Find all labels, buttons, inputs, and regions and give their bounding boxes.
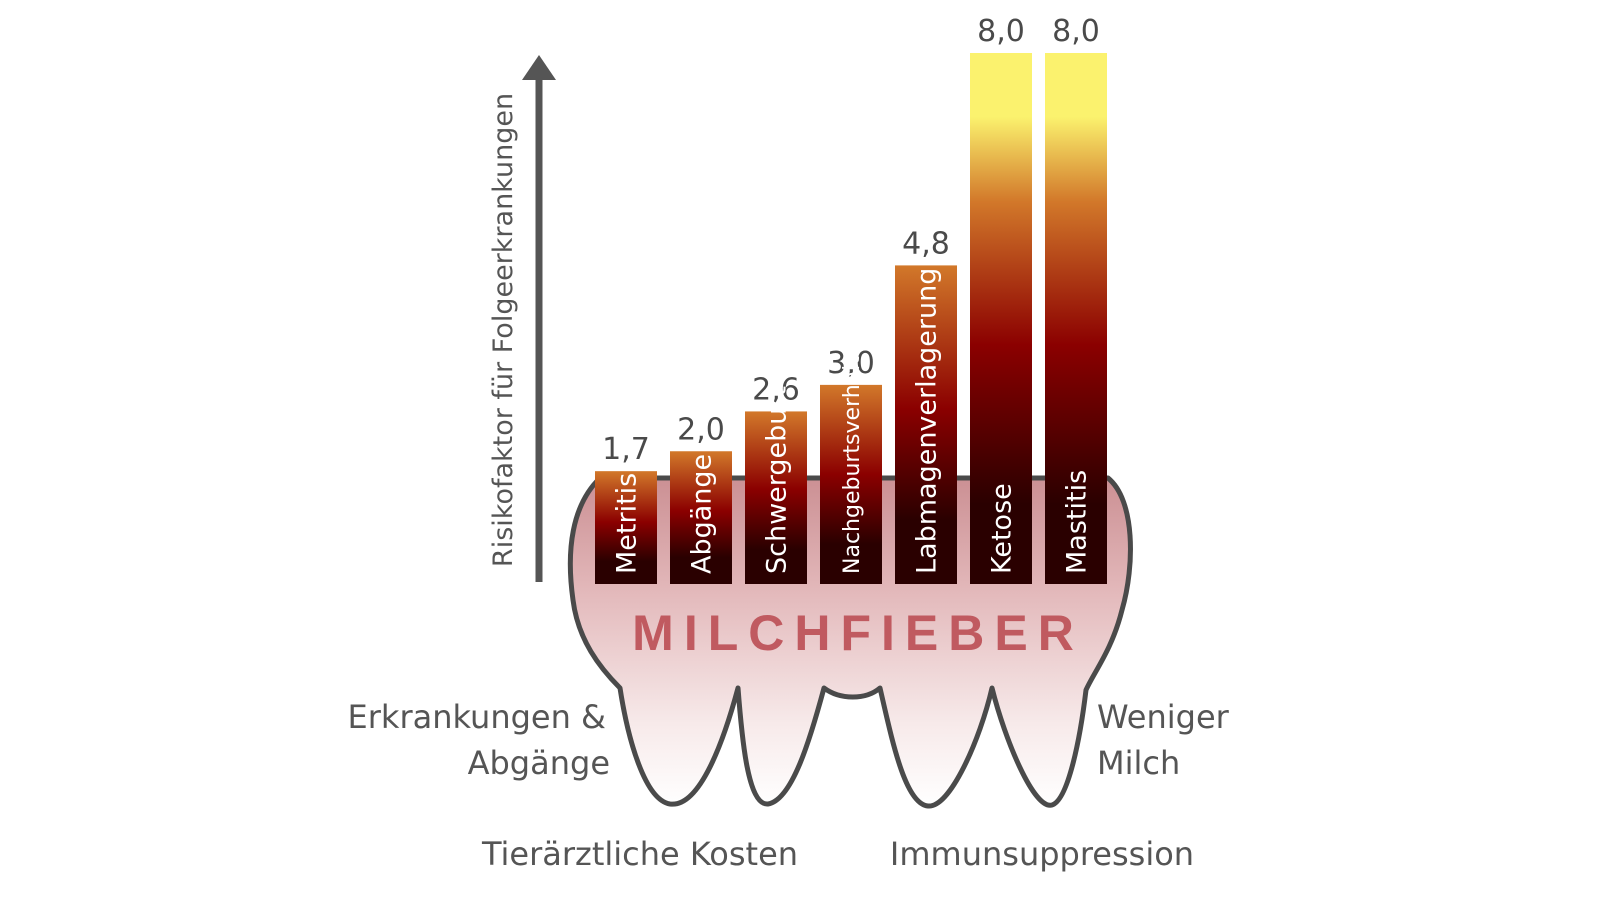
bar-value-label: 2,0 xyxy=(677,412,725,447)
bar-category-label: Nachgeburtsverhaltung xyxy=(840,314,865,574)
label-left-line2: Abgänge xyxy=(468,744,610,782)
bar-category-label: Labmagenverlagerung xyxy=(912,268,943,574)
bar-category-label: Ketose xyxy=(987,483,1018,574)
bar-schwergeburt xyxy=(745,411,807,584)
bar-category-label: Abgänge xyxy=(687,454,718,574)
bar-value-label: 3,0 xyxy=(827,346,875,381)
bar-value-label: 8,0 xyxy=(1052,14,1100,49)
bar-labmagenverlagerung xyxy=(895,265,957,584)
bar-category-label: Schwergeburt xyxy=(762,386,793,574)
bar-ketose xyxy=(970,53,1032,584)
label-bottom-left: Tierärztliche Kosten xyxy=(481,835,798,873)
bar-value-label: 8,0 xyxy=(977,14,1025,49)
label-right-line1: Weniger xyxy=(1097,698,1230,736)
label-left-line1: Erkrankungen & xyxy=(348,698,606,736)
bar-category-label: Mastitis xyxy=(1062,470,1093,574)
tooth-title: MILCHFIEBER xyxy=(632,605,1084,661)
bar-category-label: Metritis xyxy=(612,473,643,574)
bar-nachgeburtsverhaltung xyxy=(820,384,882,584)
bar-mastitis xyxy=(1045,53,1107,584)
bar-value-label: 2,6 xyxy=(752,372,800,407)
y-axis-arrow xyxy=(522,55,556,582)
bar-value-label: 4,8 xyxy=(902,226,950,261)
y-axis-title: Risikofaktor für Folgeerkrankungen xyxy=(488,93,519,567)
bar-metritis xyxy=(595,471,657,584)
bar-abgänge xyxy=(670,451,732,584)
bar-value-label: 1,7 xyxy=(602,432,650,467)
label-bottom-right: Immunsuppression xyxy=(890,835,1194,873)
label-right-line2: Milch xyxy=(1097,744,1180,782)
